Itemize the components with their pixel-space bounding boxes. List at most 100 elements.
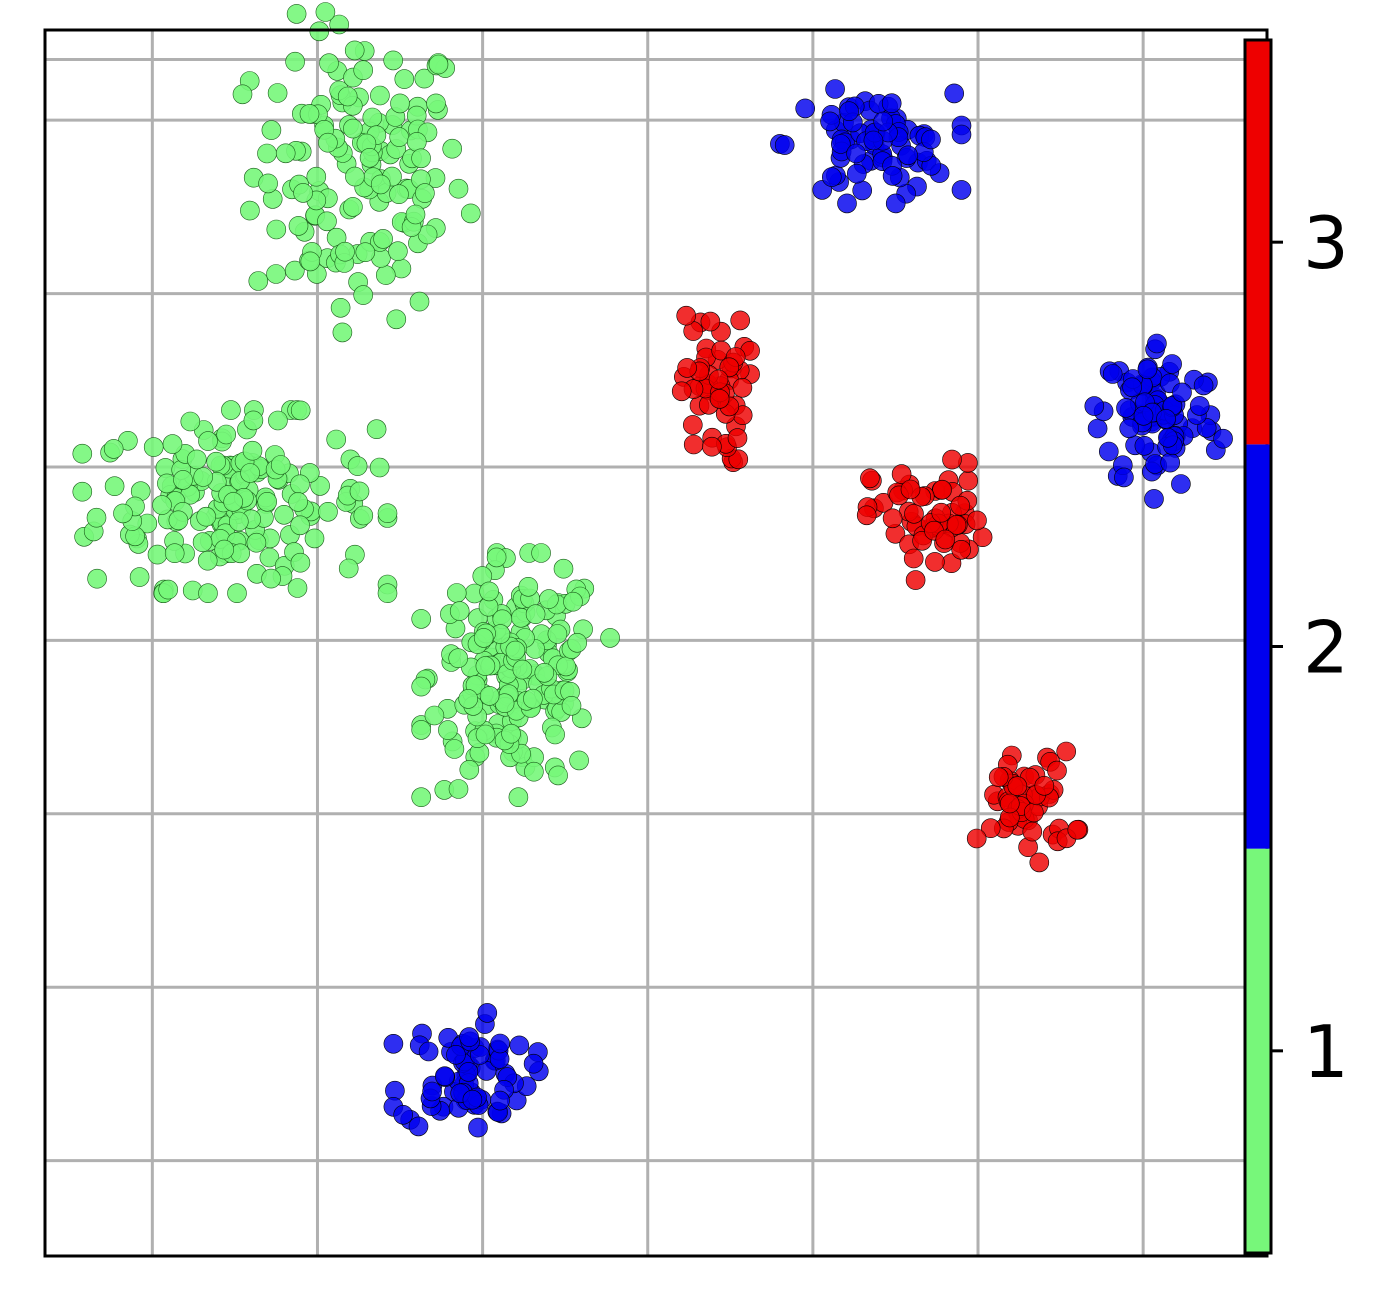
data-point-cluster-1	[388, 241, 408, 261]
data-point-cluster-1	[383, 50, 404, 71]
data-point-cluster-1	[442, 138, 463, 159]
data-point-cluster-1	[214, 539, 234, 560]
data-point-cluster-3	[1034, 775, 1055, 796]
data-point-cluster-2	[490, 1090, 510, 1111]
data-point-cluster-1	[428, 54, 449, 75]
colorbar-tick-label: 1	[1303, 1010, 1349, 1094]
data-point-cluster-3	[900, 479, 921, 500]
data-point-cluster-3	[958, 470, 979, 491]
data-point-cluster-2	[863, 130, 884, 151]
data-point-cluster-1	[600, 628, 620, 648]
data-point-cluster-1	[355, 242, 376, 262]
data-point-cluster-3	[683, 434, 704, 455]
data-point-cluster-1	[389, 127, 410, 147]
data-point-cluster-2	[882, 166, 903, 186]
data-point-cluster-1	[287, 578, 308, 598]
data-point-cluster-2	[1193, 375, 1214, 396]
data-point-cluster-2	[1099, 441, 1119, 462]
data-point-cluster-2	[1158, 427, 1178, 448]
data-point-cluster-2	[951, 180, 972, 200]
data-point-cluster-1	[531, 543, 551, 563]
data-point-cluster-1	[438, 720, 458, 740]
data-point-cluster-2	[446, 1045, 466, 1065]
data-point-cluster-3	[904, 503, 924, 524]
data-point-cluster-2	[846, 143, 866, 164]
data-point-cluster-1	[288, 216, 309, 236]
data-point-cluster-1	[266, 219, 287, 240]
data-point-cluster-2	[490, 1033, 510, 1054]
data-point-cluster-2	[1102, 364, 1123, 384]
data-point-cluster-3	[946, 515, 967, 535]
colorbar-tick-label: 3	[1303, 201, 1349, 285]
data-point-cluster-3	[709, 389, 730, 409]
data-point-cluster-1	[501, 723, 521, 744]
data-point-cluster-1	[556, 656, 576, 677]
data-point-cluster-1	[369, 457, 390, 478]
colorbar-frame	[1243, 38, 1273, 1255]
data-point-cluster-2	[881, 93, 902, 113]
data-point-cluster-1	[270, 455, 291, 475]
data-point-cluster-1	[104, 476, 125, 497]
data-point-cluster-1	[479, 686, 500, 706]
data-point-cluster-2	[509, 1035, 530, 1056]
data-point-cluster-1	[512, 659, 533, 680]
data-point-cluster-1	[257, 491, 278, 512]
data-point-cluster-2	[422, 1081, 442, 1102]
data-point-cluster-1	[411, 720, 432, 740]
data-point-cluster-2	[774, 135, 795, 155]
data-point-cluster-2	[1172, 382, 1192, 403]
data-point-cluster-1	[173, 470, 193, 490]
data-point-cluster-2	[477, 1003, 498, 1023]
data-point-cluster-1	[326, 429, 347, 450]
data-point-cluster-1	[337, 86, 358, 107]
data-point-cluster-1	[330, 297, 351, 318]
data-point-cluster-3	[682, 415, 703, 435]
data-point-cluster-1	[240, 463, 260, 483]
data-point-cluster-2	[434, 1066, 455, 1086]
data-point-cluster-1	[143, 437, 164, 457]
data-point-cluster-2	[418, 1041, 439, 1062]
data-point-cluster-1	[198, 583, 218, 604]
data-point-cluster-1	[216, 424, 236, 445]
data-point-cluster-2	[951, 124, 972, 145]
data-point-cluster-1	[534, 662, 555, 683]
data-point-cluster-3	[856, 505, 877, 526]
data-point-cluster-2	[1116, 398, 1136, 418]
data-point-cluster-3	[860, 468, 880, 489]
data-point-cluster-1	[523, 688, 543, 709]
data-point-cluster-3	[966, 828, 987, 849]
data-point-cluster-1	[72, 481, 93, 502]
data-point-cluster-1	[344, 40, 365, 61]
data-point-cluster-1	[414, 68, 435, 89]
data-point-cluster-1	[152, 495, 172, 515]
data-point-cluster-3	[925, 552, 945, 572]
data-point-cluster-1	[257, 143, 277, 164]
data-point-cluster-1	[246, 532, 267, 553]
data-point-cluster-1	[411, 676, 432, 697]
data-point-cluster-1	[411, 609, 432, 629]
data-point-cluster-2	[944, 83, 965, 104]
data-point-cluster-3	[932, 479, 952, 500]
data-point-cluster-1	[284, 260, 305, 281]
data-point-cluster-1	[193, 467, 213, 487]
data-point-cluster-1	[377, 503, 398, 524]
data-point-cluster-1	[315, 2, 336, 22]
data-point-cluster-1	[261, 120, 282, 140]
data-point-cluster-2	[830, 134, 851, 154]
data-point-cluster-1	[275, 143, 296, 164]
data-point-cluster-1	[187, 449, 207, 470]
data-point-cluster-1	[162, 434, 183, 454]
data-point-cluster-3	[903, 548, 924, 569]
data-point-cluster-2	[1147, 333, 1167, 354]
colorbar-segment-2	[1245, 444, 1271, 849]
data-point-cluster-1	[310, 476, 330, 496]
data-point-cluster-2	[846, 163, 867, 184]
data-point-cluster-3	[1047, 760, 1067, 781]
data-point-cluster-1	[458, 689, 479, 709]
data-point-cluster-1	[353, 505, 374, 526]
data-point-cluster-1	[332, 322, 353, 343]
data-point-cluster-3	[730, 310, 751, 331]
data-point-cluster-1	[288, 492, 308, 512]
data-point-cluster-1	[448, 779, 469, 799]
data-point-cluster-1	[319, 53, 339, 74]
